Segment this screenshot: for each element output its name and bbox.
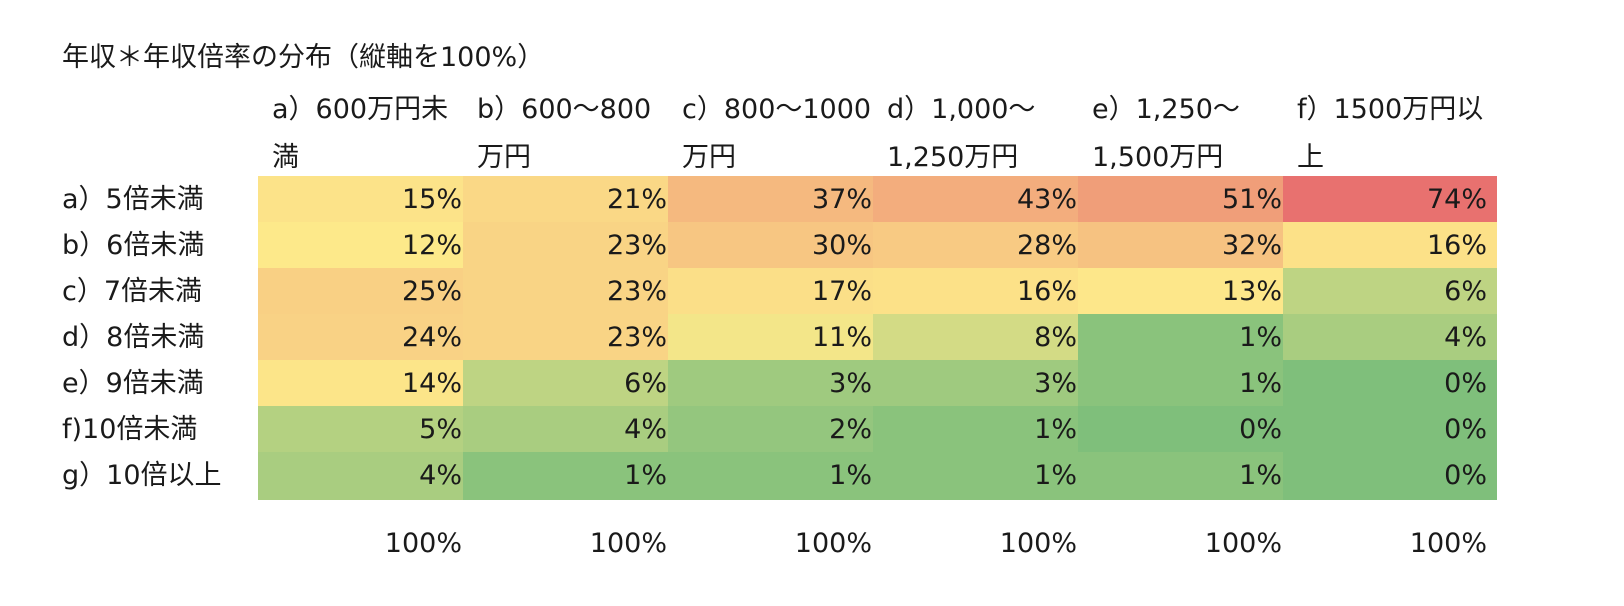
heatmap-cell: 2% (668, 406, 882, 454)
heatmap-cell: 15% (258, 176, 472, 224)
row-label: a）5倍未満 (62, 184, 204, 215)
column-header: c）800〜1000万円 (682, 94, 872, 173)
heatmap-cell: 3% (668, 360, 882, 408)
heatmap-cell: 21% (463, 176, 677, 224)
column-header: d）1,000〜1,250万円 (887, 94, 1036, 173)
heatmap-cell: 16% (1283, 222, 1497, 270)
heatmap-cell: 6% (463, 360, 677, 408)
row-label: b）6倍未満 (62, 230, 205, 261)
heatmap-cell: 4% (1283, 314, 1497, 362)
heatmap-cell: 23% (463, 314, 677, 362)
heatmap-cell: 51% (1078, 176, 1292, 224)
heatmap-cell: 1% (668, 452, 882, 500)
row-label: g）10倍以上 (62, 460, 222, 491)
row-label: e）9倍未満 (62, 368, 204, 399)
heatmap-cell: 0% (1078, 406, 1292, 454)
heatmap-cell: 24% (258, 314, 472, 362)
heatmap-cell: 8% (873, 314, 1087, 362)
chart-title: 年収＊年収倍率の分布（縦軸を100%） (62, 42, 545, 73)
heatmap-cell: 74% (1283, 176, 1497, 224)
heatmap-cell: 25% (258, 268, 472, 316)
heatmap-cell: 1% (463, 452, 677, 500)
column-total: 100% (1409, 528, 1487, 559)
heatmap-cell: 14% (258, 360, 472, 408)
heatmap-cell: 0% (1283, 452, 1497, 500)
column-header: f）1500万円以上 (1297, 94, 1484, 173)
heatmap-cell: 1% (1078, 314, 1292, 362)
heatmap-cell: 30% (668, 222, 882, 270)
column-total: 100% (1204, 528, 1282, 559)
column-header: b）600〜800万円 (477, 94, 652, 173)
heatmap-cell: 32% (1078, 222, 1292, 270)
heatmap-cell: 0% (1283, 360, 1497, 408)
heatmap-cell: 1% (1078, 452, 1292, 500)
heatmap-cell: 3% (873, 360, 1087, 408)
heatmap-cell: 23% (463, 222, 677, 270)
heatmap-cell: 13% (1078, 268, 1292, 316)
heatmap-cell: 43% (873, 176, 1087, 224)
heatmap-cell: 28% (873, 222, 1087, 270)
heatmap-cell: 12% (258, 222, 472, 270)
heatmap-cell: 1% (873, 452, 1087, 500)
row-label: f)10倍未満 (62, 414, 198, 445)
heatmap-cell: 23% (463, 268, 677, 316)
column-total: 100% (999, 528, 1077, 559)
heatmap-cell: 4% (463, 406, 677, 454)
heatmap-cell: 1% (1078, 360, 1292, 408)
heatmap-cell: 6% (1283, 268, 1497, 316)
column-header: a）600万円未満 (272, 94, 449, 173)
heatmap-cell: 1% (873, 406, 1087, 454)
heatmap-cell: 17% (668, 268, 882, 316)
heatmap-cell: 11% (668, 314, 882, 362)
heatmap-cell: 16% (873, 268, 1087, 316)
column-header: e）1,250〜1,500万円 (1092, 94, 1240, 173)
heatmap-cell: 37% (668, 176, 882, 224)
heatmap-cell: 4% (258, 452, 472, 500)
row-label: c）7倍未満 (62, 276, 203, 307)
row-label: d）8倍未満 (62, 322, 205, 353)
column-total: 100% (384, 528, 462, 559)
heatmap-cell: 0% (1283, 406, 1497, 454)
column-total: 100% (589, 528, 667, 559)
heatmap-cell: 5% (258, 406, 472, 454)
column-total: 100% (794, 528, 872, 559)
